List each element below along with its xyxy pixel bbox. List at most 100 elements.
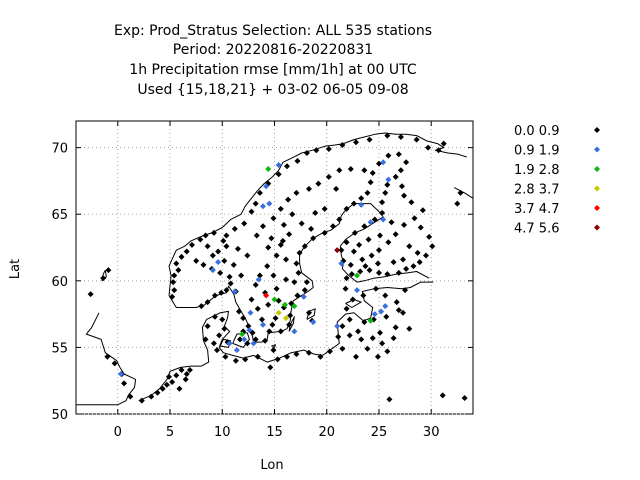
x-axis-label: Lon (260, 458, 283, 473)
station-point-class-1 (291, 279, 298, 286)
legend-marker (594, 224, 600, 231)
station-point-class-1 (220, 237, 227, 244)
station-point-class-1 (284, 163, 291, 170)
station-point-class-1 (252, 200, 259, 207)
y-tick-label: 70 (51, 142, 68, 157)
station-point-class-1 (273, 285, 280, 292)
legend-label: 2.8 3.7 (514, 183, 559, 198)
station-point-class-1 (210, 340, 217, 347)
station-point-class-1 (347, 261, 354, 268)
station-point-class-1 (232, 357, 239, 364)
station-point-class-2 (226, 340, 233, 347)
station-point-class-1 (362, 263, 369, 270)
x-tick-label: 0 (114, 425, 122, 440)
station-point-class-1 (382, 189, 389, 196)
station-point-class-1 (358, 336, 365, 343)
coastline-zealand (232, 332, 250, 348)
coastline-funen (219, 338, 232, 348)
station-point-class-1 (285, 196, 292, 203)
x-tick-label: 15 (266, 425, 283, 440)
x-tick-label: 25 (371, 425, 388, 440)
y-tick-label: 60 (51, 275, 68, 290)
station-point-class-1 (235, 308, 242, 315)
station-point-class-1 (186, 367, 193, 374)
station-point-class-1 (390, 335, 397, 342)
station-point-class-1 (338, 247, 345, 254)
station-point-class-1 (313, 147, 320, 154)
x-tick-label: 30 (423, 425, 440, 440)
station-point-class-1 (369, 335, 376, 342)
station-point-class-1 (384, 271, 391, 278)
station-point-class-3 (265, 165, 272, 172)
station-point-class-1 (280, 221, 287, 228)
station-point-class-1 (241, 220, 248, 227)
station-point-class-2 (367, 219, 374, 226)
station-point-class-1 (374, 260, 381, 267)
station-point-class-1 (317, 353, 324, 360)
station-point-class-1 (165, 373, 172, 380)
station-point-class-1 (336, 167, 343, 174)
station-point-class-1 (416, 259, 423, 266)
title-line-3: 1h Precipitation rmse [mm/1h] at 00 UTC (129, 62, 417, 78)
station-point-class-1 (382, 292, 389, 299)
legend-marker (594, 205, 600, 211)
station-point-class-1 (401, 192, 408, 199)
station-point-class-1 (253, 232, 260, 239)
station-point-class-2 (260, 203, 267, 210)
station-point-class-1 (178, 253, 185, 260)
station-point-class-1 (294, 292, 301, 299)
station-point-class-1 (393, 299, 400, 306)
station-point-class-3 (354, 272, 361, 279)
station-point-class-3 (291, 303, 298, 310)
station-point-class-1 (375, 269, 382, 276)
station-point-class-1 (293, 189, 300, 196)
station-point-class-1 (379, 199, 386, 206)
station-point-class-1 (343, 205, 350, 212)
station-point-class-1 (375, 247, 382, 254)
station-point-class-1 (321, 205, 328, 212)
station-point-class-1 (282, 256, 289, 263)
station-point-class-1 (231, 225, 238, 232)
station-point-class-1 (361, 223, 368, 230)
station-point-class-1 (287, 312, 294, 319)
legend-label: 0.9 1.9 (514, 144, 559, 159)
station-point-class-2 (310, 319, 317, 326)
station-point-class-1 (237, 336, 244, 343)
station-point-class-2 (209, 267, 216, 274)
station-point-class-1 (240, 315, 247, 322)
station-point-class-2 (300, 293, 307, 300)
station-point-class-1 (200, 261, 207, 268)
title-line-1: Exp: Prod_Stratus Selection: ALL 535 sta… (114, 23, 432, 39)
y-tick-label: 50 (51, 408, 68, 423)
station-point-class-1 (339, 141, 346, 148)
station-point-class-1 (348, 271, 355, 278)
y-axis-label: Lat (8, 259, 23, 279)
station-point-class-1 (234, 245, 241, 252)
title-line-4: Used {15,18,21} + 03-02 06-05 09-08 (137, 82, 408, 98)
station-point-class-1 (211, 292, 218, 299)
station-point-class-1 (422, 252, 429, 259)
station-point-class-1 (272, 315, 279, 322)
station-point-class-1 (269, 321, 276, 328)
station-point-class-1 (127, 393, 134, 400)
station-point-class-1 (392, 324, 399, 331)
coastline-saaremaa (345, 299, 362, 308)
station-point-class-1 (202, 232, 209, 239)
station-point-class-1 (267, 364, 274, 371)
station-point-class-1 (390, 259, 397, 266)
station-point-class-1 (339, 345, 346, 352)
station-point-class-2 (378, 308, 385, 315)
station-point-class-1 (256, 189, 263, 196)
station-point-class-2 (247, 309, 254, 316)
station-point-class-3 (281, 301, 288, 308)
station-point-class-1 (252, 336, 259, 343)
station-point-class-1 (401, 221, 408, 228)
legend-label: 1.9 2.8 (514, 163, 559, 178)
station-point-class-1 (439, 392, 446, 399)
station-point-class-1 (365, 236, 372, 243)
station-point-class-1 (377, 232, 384, 239)
station-point-class-1 (87, 291, 94, 298)
station-point-class-5 (263, 292, 270, 299)
station-point-class-1 (204, 243, 211, 250)
station-point-class-1 (305, 349, 312, 356)
